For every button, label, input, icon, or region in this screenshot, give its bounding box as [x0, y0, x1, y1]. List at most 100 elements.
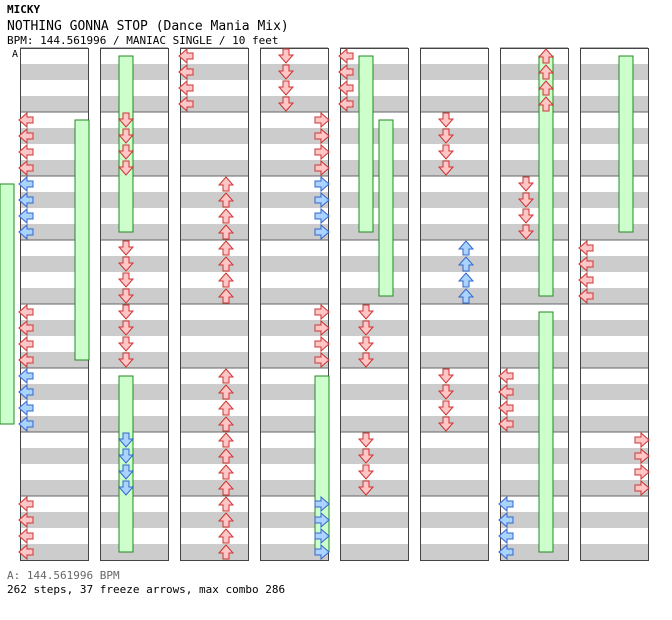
chart-column: [100, 47, 169, 561]
beat-band: [420, 512, 488, 528]
beat-band: [420, 208, 488, 224]
beat-band: [580, 64, 648, 80]
beat-band: [420, 304, 488, 320]
beat-band: [20, 64, 88, 80]
beat-band: [180, 480, 248, 496]
beat-band: [580, 480, 648, 496]
beat-band: [100, 144, 168, 160]
beat-band: [580, 400, 648, 416]
beat-band: [180, 48, 248, 64]
beat-band: [340, 240, 408, 256]
beat-band: [420, 400, 488, 416]
beat-band: [100, 224, 168, 240]
beat-band: [580, 304, 648, 320]
beat-band: [340, 96, 408, 112]
beat-band: [340, 416, 408, 432]
beat-band: [20, 80, 88, 96]
beat-band: [100, 160, 168, 176]
beat-band: [260, 416, 328, 432]
beat-band: [100, 384, 168, 400]
beat-band: [20, 384, 88, 400]
beat-band: [500, 192, 568, 208]
beat-band: [180, 144, 248, 160]
beat-band: [260, 288, 328, 304]
beat-band: [340, 272, 408, 288]
beat-band: [180, 464, 248, 480]
beat-band: [420, 64, 488, 80]
beat-band: [580, 240, 648, 256]
beat-band: [100, 528, 168, 544]
beat-band: [420, 160, 488, 176]
beat-band: [180, 384, 248, 400]
beat-band: [340, 128, 408, 144]
beat-band: [420, 480, 488, 496]
beat-band: [580, 432, 648, 448]
beat-band: [580, 320, 648, 336]
beat-band: [180, 112, 248, 128]
beat-band: [420, 368, 488, 384]
column-border: [500, 48, 569, 561]
beat-band: [340, 512, 408, 528]
beat-band: [340, 112, 408, 128]
beat-band: [100, 192, 168, 208]
beat-band: [580, 128, 648, 144]
beat-band: [180, 192, 248, 208]
beat-band: [180, 448, 248, 464]
beat-band: [500, 144, 568, 160]
beat-band: [500, 448, 568, 464]
chart-column: [260, 47, 329, 561]
beat-band: [260, 496, 328, 512]
beat-band: [340, 48, 408, 64]
beat-band: [180, 240, 248, 256]
beat-band: [420, 528, 488, 544]
beat-band: [500, 256, 568, 272]
beat-band: [180, 512, 248, 528]
beat-band: [100, 368, 168, 384]
beat-band: [180, 352, 248, 368]
beat-band: [500, 288, 568, 304]
beat-band: [100, 80, 168, 96]
artist-name: MICKY: [7, 3, 41, 16]
beat-band: [260, 176, 328, 192]
beat-band: [100, 208, 168, 224]
beat-band: [100, 240, 168, 256]
beat-band: [420, 96, 488, 112]
beat-band: [260, 528, 328, 544]
beat-band: [340, 160, 408, 176]
beat-band: [100, 352, 168, 368]
freeze-arrow: [358, 55, 374, 233]
beat-band: [260, 112, 328, 128]
beat-band: [420, 48, 488, 64]
column-border: [100, 48, 169, 561]
beat-band: [100, 48, 168, 64]
beat-band: [580, 512, 648, 528]
beat-band: [500, 64, 568, 80]
beat-band: [500, 480, 568, 496]
beat-band: [260, 96, 328, 112]
beat-band: [500, 128, 568, 144]
beat-band: [260, 368, 328, 384]
beat-band: [180, 368, 248, 384]
beat-band: [180, 304, 248, 320]
beat-band: [580, 544, 648, 560]
beat-band: [20, 432, 88, 448]
beat-band: [500, 336, 568, 352]
beat-band: [580, 80, 648, 96]
freeze-arrow: [538, 311, 554, 553]
beat-band: [340, 448, 408, 464]
chart-column: [420, 47, 489, 561]
chart-column: [20, 47, 89, 561]
beat-band: [500, 320, 568, 336]
beat-band: [20, 240, 88, 256]
beat-band: [340, 288, 408, 304]
column-border: [180, 48, 249, 561]
beat-band: [500, 464, 568, 480]
column-border: [260, 48, 329, 561]
chart-info: BPM: 144.561996 / MANIAC SINGLE / 10 fee…: [7, 34, 279, 47]
beat-band: [420, 496, 488, 512]
beat-band: [340, 368, 408, 384]
freeze-arrow: [618, 55, 634, 233]
footer-stats: 262 steps, 37 freeze arrows, max combo 2…: [7, 583, 286, 596]
beat-band: [20, 288, 88, 304]
